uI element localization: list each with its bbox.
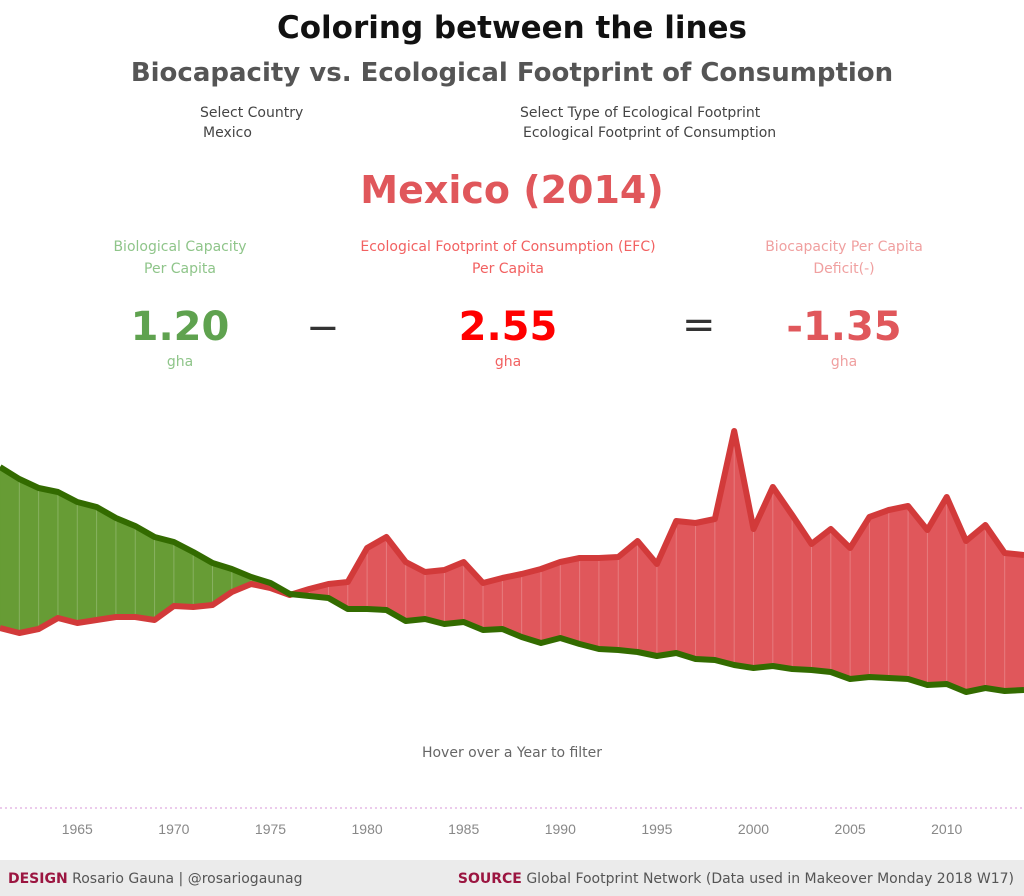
biocapacity-label-1: Biological Capacity bbox=[113, 239, 247, 255]
minus-sign: − bbox=[306, 305, 340, 351]
gap-area-2003 bbox=[811, 528, 832, 673]
efc-card: Ecological Footprint of Consumption (EFC… bbox=[340, 236, 676, 386]
gap-area-1968 bbox=[134, 525, 155, 621]
deficit-card: Biocapacity Per Capita Deficit(-) -1.35 … bbox=[730, 236, 958, 386]
gap-area-1997 bbox=[695, 518, 716, 661]
gap-area-1965 bbox=[77, 501, 97, 624]
gap-area-2008 bbox=[907, 505, 928, 686]
gap-area-1992 bbox=[598, 556, 619, 651]
biocapacity-label-2: Per Capita bbox=[144, 261, 216, 277]
footprint-type-filter[interactable]: Ecological Footprint of Consumption bbox=[523, 125, 777, 141]
gap-area-2013 bbox=[1004, 552, 1024, 692]
gap-area-1983 bbox=[424, 569, 445, 625]
efc-unit: gha bbox=[494, 354, 522, 370]
year-separators bbox=[18, 431, 1006, 692]
area-fills bbox=[0, 430, 1024, 693]
biocapacity-vs-footprint-chart[interactable]: 1965 1970 1975 1980 1985 1990 1995 2000 2005 2010 bbox=[0, 0, 1024, 860]
deficit-label-1: Biocapacity Per Capita bbox=[765, 239, 923, 255]
deficit-unit: gha bbox=[830, 354, 858, 370]
source-label: SOURCE bbox=[457, 871, 522, 887]
gap-area-1991 bbox=[579, 557, 600, 650]
x-tick-label: 1970 bbox=[158, 821, 189, 837]
gap-area-1964 bbox=[57, 491, 78, 624]
biocapacity-card: Biological Capacity Per Capita 1.20 gha bbox=[70, 236, 290, 386]
footprint-type-filter-label: Select Type of Ecological Footprint bbox=[520, 105, 761, 121]
footer: DESIGN Rosario Gauna | @rosariogaunag SO… bbox=[0, 860, 1024, 896]
biocapacity-value: 1.20 bbox=[130, 304, 230, 350]
series-lines bbox=[0, 428, 1024, 695]
deficit-label-2: Deficit(-) bbox=[813, 261, 875, 277]
gap-area-1966 bbox=[96, 506, 117, 621]
source-credit: Global Footprint Network (Data used in M… bbox=[526, 871, 1014, 887]
efc-line bbox=[0, 428, 1024, 636]
deficit-value: -1.35 bbox=[786, 304, 902, 350]
gap-area-1962 bbox=[19, 478, 39, 634]
gap-area-2004 bbox=[830, 528, 851, 680]
x-tick-label: 2005 bbox=[835, 821, 866, 837]
hover-hint: Hover over a Year to filter bbox=[421, 745, 603, 761]
biocapacity-line bbox=[0, 464, 1024, 695]
gap-area-1986 bbox=[482, 577, 503, 631]
gap-area-2011 bbox=[965, 524, 986, 693]
gap-area-1996 bbox=[675, 520, 696, 660]
x-tick-label: 1995 bbox=[641, 821, 672, 837]
x-tick-label: 1980 bbox=[352, 821, 383, 837]
country-heading: Mexico (2014) bbox=[360, 168, 664, 212]
dashboard-title: Coloring between the lines bbox=[276, 10, 748, 46]
x-tick-label: 1990 bbox=[545, 821, 576, 837]
efc-value: 2.55 bbox=[458, 304, 558, 350]
biocapacity-unit: gha bbox=[166, 354, 194, 370]
x-axis-ticks: 1965 1970 1975 1980 1985 1990 1995 2000 2005 2010 bbox=[62, 821, 963, 837]
country-filter-label: Select Country bbox=[200, 105, 304, 121]
gap-area-1963 bbox=[38, 487, 59, 630]
dashboard-subtitle: Biocapacity vs. Ecological Footprint of … bbox=[130, 58, 894, 88]
design-label: DESIGN bbox=[8, 871, 68, 887]
gap-area-2007 bbox=[888, 505, 909, 680]
gap-area-1990 bbox=[560, 557, 580, 645]
equals-sign: = bbox=[682, 302, 716, 348]
gap-area-1961 bbox=[0, 466, 20, 634]
gap-area-1989 bbox=[540, 561, 561, 644]
gap-area-1967 bbox=[115, 517, 136, 618]
efc-label-2: Per Capita bbox=[472, 261, 544, 277]
x-tick-label: 1965 bbox=[62, 821, 93, 837]
x-tick-label: 2000 bbox=[738, 821, 769, 837]
gap-area-1988 bbox=[521, 568, 542, 644]
x-tick-label: 1985 bbox=[448, 821, 479, 837]
design-credit: Rosario Gauna | @rosariogaunag bbox=[72, 871, 303, 887]
country-filter[interactable]: Mexico bbox=[203, 125, 252, 141]
gap-area-2006 bbox=[869, 509, 890, 679]
efc-label-1: Ecological Footprint of Consumption (EFC… bbox=[360, 239, 656, 255]
x-tick-label: 1975 bbox=[255, 821, 286, 837]
x-tick-label: 2010 bbox=[931, 821, 962, 837]
